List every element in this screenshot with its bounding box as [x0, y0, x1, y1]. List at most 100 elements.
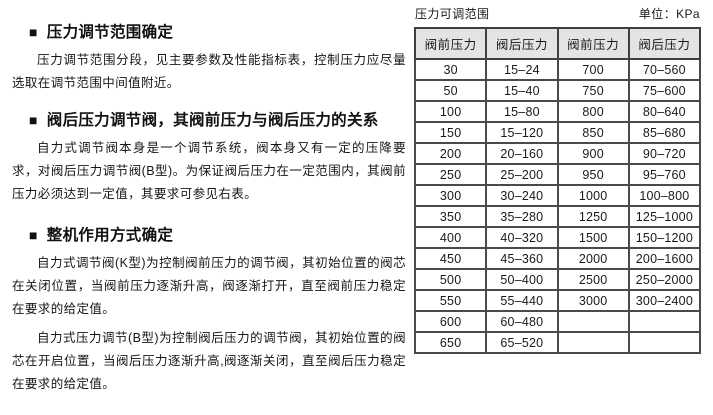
- table-row: 550 55–440 3000 300–2400: [413, 289, 702, 312]
- table-cell: 95–760: [627, 163, 702, 186]
- table-row: 500 50–400 2500 250–2000: [413, 268, 702, 291]
- table-cell: 700: [556, 58, 630, 81]
- section-heading: ■ 阀后压力调节阀，其阀前压力与阀后压力的关系: [12, 108, 406, 130]
- section-paragraph: 自力式压力调节(B型)为控制阀后压力的调节阀，其初始位置的阀芯在开启位置，当阀后…: [12, 331, 406, 391]
- table-header-row: 阀前压力 阀后压力 阀前压力 阀后压力: [413, 27, 702, 60]
- table-cell: 350: [413, 205, 488, 228]
- column-header: 阀前压力: [413, 27, 488, 60]
- table-caption: 压力可调范围 单位：KPa: [414, 5, 701, 22]
- table-cell: 300–2400: [627, 289, 702, 312]
- table-cell: [627, 310, 702, 333]
- square-bullet-icon: ■: [29, 112, 38, 128]
- table-cell: 950: [556, 163, 630, 186]
- pressure-table-head: 阀前压力 阀后压力 阀前压力 阀后压力: [413, 27, 702, 60]
- table-cell: 70–560: [627, 58, 702, 81]
- table-cell: [556, 331, 630, 354]
- table-cell: 500: [413, 268, 488, 291]
- table-cell: 450: [413, 247, 488, 270]
- table-row: 200 20–160 900 90–720: [413, 142, 702, 165]
- table-cell: 50–400: [485, 268, 559, 291]
- table-cell: 25–200: [485, 163, 559, 186]
- section-heading-text: 压力调节范围确定: [46, 24, 174, 41]
- table-unit-label: 单位：KPa: [638, 7, 700, 21]
- table-cell: 2500: [556, 268, 630, 291]
- table-cell: 15–80: [485, 100, 559, 123]
- section-paragraph: 压力调节范围分段，见主要参数及性能指标表，控制压力应尽量选取在调节范围中间值附近…: [12, 53, 406, 90]
- table-cell: 15–24: [485, 58, 559, 81]
- section-heading-text: 整机作用方式确定: [46, 227, 174, 244]
- table-row: 450 45–360 2000 200–1600: [413, 247, 702, 270]
- table-cell: 600: [413, 310, 488, 333]
- table-row: 600 60–480: [413, 310, 702, 333]
- table-cell: 400: [413, 226, 488, 249]
- table-cell: 1500: [556, 226, 630, 249]
- table-row: 100 15–80 800 80–640: [413, 100, 702, 123]
- table-row: 250 25–200 950 95–760: [413, 163, 702, 186]
- table-cell: 60–480: [485, 310, 559, 333]
- square-bullet-icon: ■: [29, 227, 38, 243]
- column-header: 阀前压力: [556, 27, 630, 60]
- text-column: ■ 压力调节范围确定 压力调节范围分段，见主要参数及性能指标表，控制压力应尽量选…: [12, 18, 406, 396]
- table-row: 50 15–40 750 75–600: [413, 79, 702, 102]
- table-cell: 200: [413, 142, 488, 165]
- table-cell: 650: [413, 331, 488, 354]
- table-cell: 800: [556, 100, 630, 123]
- section-heading-text: 阀后压力调节阀，其阀前压力与阀后压力的关系: [46, 112, 379, 129]
- table-cell: 750: [556, 79, 630, 102]
- table-row: 650 65–520: [413, 331, 702, 354]
- section-paragraph: 自力式调节阀(K型)为控制阀前压力的调节阀，其初始位置的阀芯在关闭位置，当阀前压…: [12, 256, 406, 316]
- table-cell: 50: [413, 79, 488, 102]
- table-row: 350 35–280 1250 125–1000: [413, 205, 702, 228]
- table-cell: 100: [413, 100, 488, 123]
- square-bullet-icon: ■: [29, 24, 38, 40]
- table-row: 400 40–320 1500 150–1200: [413, 226, 702, 249]
- table-cell: 90–720: [627, 142, 702, 165]
- section-valve-relation: ■ 阀后压力调节阀，其阀前压力与阀后压力的关系 自力式调节阀本身是一个调节系统，…: [12, 108, 406, 206]
- section-heading: ■ 整机作用方式确定: [12, 223, 406, 245]
- pressure-range-table: 阀前压力 阀后压力 阀前压力 阀后压力 30 15–24 700 70–560 50 15…: [413, 27, 702, 354]
- table-cell: [627, 331, 702, 354]
- table-cell: 125–1000: [627, 205, 702, 228]
- pressure-table-body: 30 15–24 700 70–560 50 15–40 750 75–600 100 15–80…: [413, 58, 702, 354]
- table-cell: 1000: [556, 184, 630, 207]
- section-paragraph: 自力式调节阀本身是一个调节系统，阀本身又有一定的压降要求，对阀后压力调节阀(B型…: [12, 141, 406, 201]
- table-cell: 300: [413, 184, 488, 207]
- table-cell: [556, 310, 630, 333]
- table-cell: 15–40: [485, 79, 559, 102]
- table-cell: 2000: [556, 247, 630, 270]
- table-cell: 200–1600: [627, 247, 702, 270]
- section-heading: ■ 压力调节范围确定: [12, 20, 406, 42]
- table-row: 150 15–120 850 85–680: [413, 121, 702, 144]
- column-header: 阀后压力: [485, 27, 559, 60]
- table-cell: 40–320: [485, 226, 559, 249]
- section-pressure-range: ■ 压力调节范围确定 压力调节范围分段，见主要参数及性能指标表，控制压力应尽量选…: [12, 20, 406, 95]
- table-cell: 80–640: [627, 100, 702, 123]
- table-cell: 30–240: [485, 184, 559, 207]
- table-row: 30 15–24 700 70–560: [413, 58, 702, 81]
- table-cell: 30: [413, 58, 488, 81]
- table-cell: 75–600: [627, 79, 702, 102]
- table-column: 压力可调范围 单位：KPa 阀前压力 阀后压力 阀前压力 阀后压力 30 15–2…: [413, 5, 702, 354]
- table-title: 压力可调范围: [415, 7, 490, 21]
- table-cell: 3000: [556, 289, 630, 312]
- table-cell: 45–360: [485, 247, 559, 270]
- table-cell: 55–440: [485, 289, 559, 312]
- table-row: 300 30–240 1000 100–800: [413, 184, 702, 207]
- table-cell: 100–800: [627, 184, 702, 207]
- table-cell: 1250: [556, 205, 630, 228]
- table-cell: 85–680: [627, 121, 702, 144]
- table-cell: 550: [413, 289, 488, 312]
- table-cell: 35–280: [485, 205, 559, 228]
- table-cell: 20–160: [485, 142, 559, 165]
- table-cell: 15–120: [485, 121, 559, 144]
- table-cell: 250: [413, 163, 488, 186]
- table-cell: 150: [413, 121, 488, 144]
- table-cell: 65–520: [485, 331, 559, 354]
- table-cell: 900: [556, 142, 630, 165]
- section-action-mode: ■ 整机作用方式确定 自力式调节阀(K型)为控制阀前压力的调节阀，其初始位置的阀…: [12, 223, 406, 396]
- table-cell: 250–2000: [627, 268, 702, 291]
- table-cell: 150–1200: [627, 226, 702, 249]
- table-cell: 850: [556, 121, 630, 144]
- column-header: 阀后压力: [627, 27, 702, 60]
